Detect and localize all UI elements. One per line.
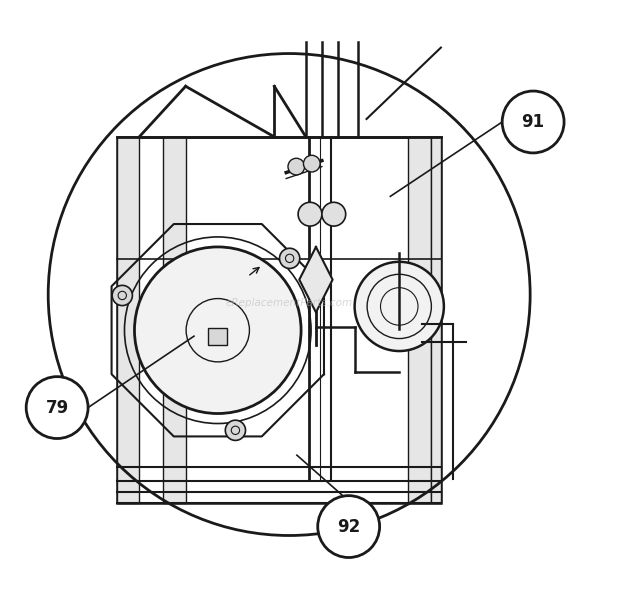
Text: 92: 92	[337, 518, 360, 536]
Circle shape	[355, 262, 444, 351]
Circle shape	[317, 496, 379, 558]
Circle shape	[288, 158, 304, 175]
Bar	[117, 137, 140, 503]
Circle shape	[298, 202, 322, 226]
Bar	[431, 137, 441, 503]
Bar	[408, 137, 431, 503]
Circle shape	[112, 286, 133, 306]
Circle shape	[303, 155, 320, 172]
Bar	[117, 137, 441, 503]
Circle shape	[135, 247, 301, 414]
Bar	[208, 328, 228, 346]
Polygon shape	[299, 247, 332, 312]
Text: 79: 79	[45, 399, 69, 416]
Bar	[163, 137, 185, 503]
Circle shape	[26, 377, 88, 439]
Circle shape	[225, 420, 246, 440]
Circle shape	[280, 248, 299, 268]
Circle shape	[322, 202, 346, 226]
Circle shape	[502, 91, 564, 153]
Text: eReplacementParts.com: eReplacementParts.com	[226, 299, 353, 308]
Text: 91: 91	[521, 113, 545, 131]
